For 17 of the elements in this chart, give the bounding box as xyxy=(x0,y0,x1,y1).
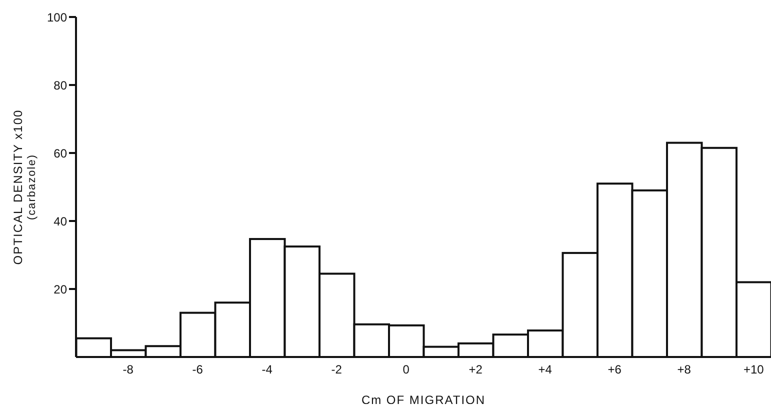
x-tick-label: +6 xyxy=(608,362,622,377)
y-tick-label: 40 xyxy=(54,214,68,228)
x-tick-label: +4 xyxy=(538,362,552,377)
x-tick-label: -8 xyxy=(122,362,134,377)
x-tick-label: -6 xyxy=(192,362,204,377)
x-tick-label: -4 xyxy=(262,362,273,377)
x-tick-label: +8 xyxy=(677,362,692,377)
x-tick-label: -2 xyxy=(331,362,342,377)
y-tick-label: 80 xyxy=(54,78,68,92)
y-tick-label: 60 xyxy=(54,146,68,160)
y-tick-label: 100 xyxy=(46,10,68,24)
y-tick-label: 20 xyxy=(54,282,68,296)
x-tick-label: +2 xyxy=(468,362,483,377)
x-tick-label: 0 xyxy=(402,362,410,377)
x-axis-title: Cm OF MIGRATION xyxy=(361,393,486,407)
y-axis-title: OPTICAL DENSITY x100 (carbazole) xyxy=(11,109,38,265)
x-tick-label: +10 xyxy=(743,362,764,377)
